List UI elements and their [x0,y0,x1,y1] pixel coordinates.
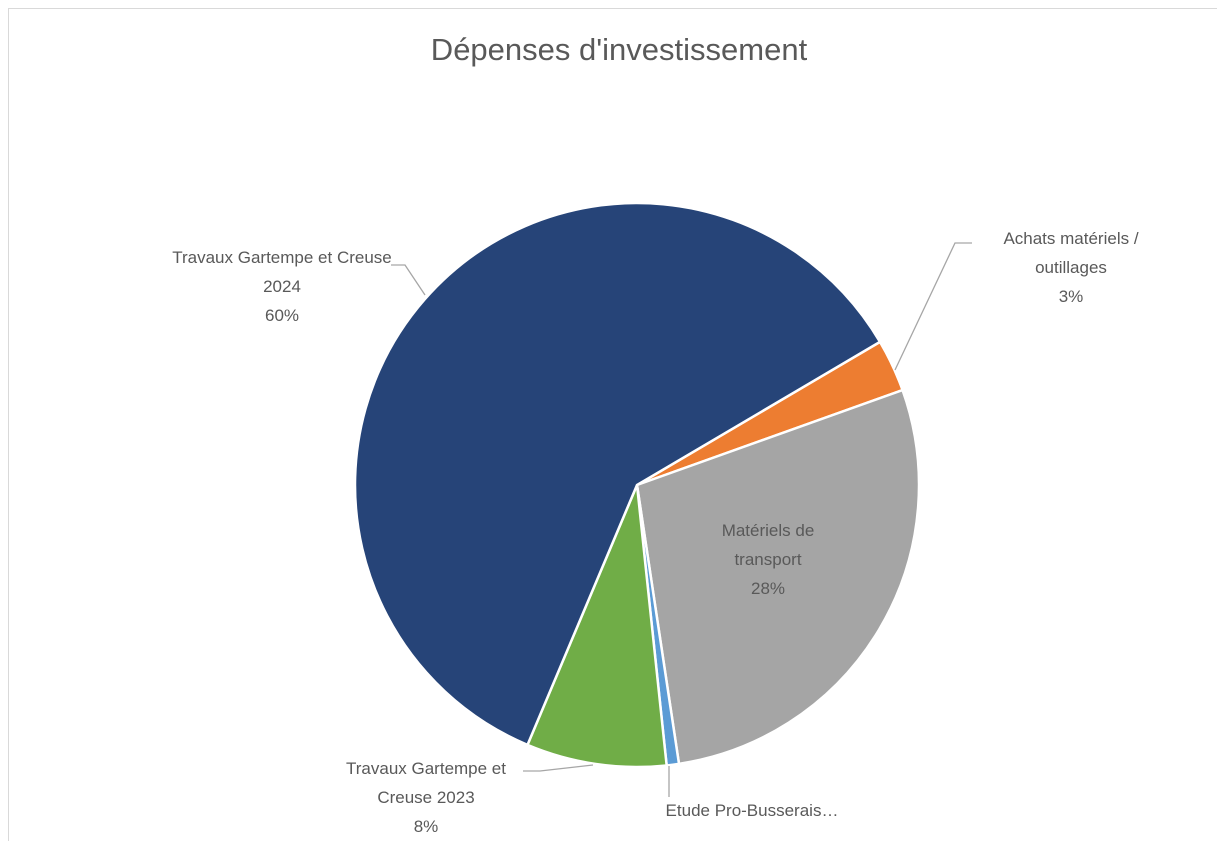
percent-label: 3% [1058,287,1084,306]
data-label: Achats matériels / outillages 3% [971,224,1171,311]
category-label: Etude Pro-Busserais… [665,801,839,820]
data-label: Travaux Gartempe et Creuse 2024 60% [167,243,397,330]
leader-line [523,764,594,772]
chart-title: Dépenses d'investissement [430,32,808,67]
pie-slice [635,388,921,766]
data-label: Etude Pro-Busserais… [622,796,882,825]
slices [353,201,921,769]
leaders [391,242,972,797]
data-label: Travaux Gartempe et Creuse 2023 8% [326,754,526,841]
data-label: Matériels de transport 28% [698,516,838,603]
percent-label: 60% [264,306,300,325]
percent-label: 28% [750,579,786,598]
category-label: Travaux Gartempe et Creuse 2023 [346,759,506,807]
category-label: Travaux Gartempe et Creuse 2024 [172,248,392,296]
pie-slice [353,201,882,747]
pie-slice [525,484,669,769]
category-label: Achats matériels / outillages [1003,229,1139,277]
percent-label: 8% [413,817,439,836]
chart-border [8,8,1217,841]
category-label: Matériels de transport [721,521,815,569]
leader-line [391,264,426,296]
leader-line [894,242,972,371]
